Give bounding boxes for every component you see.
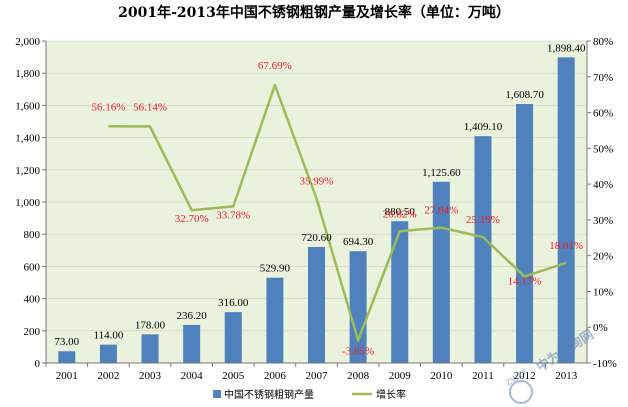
- y-right-tick-label: 70%: [593, 72, 613, 84]
- bar: [183, 324, 201, 363]
- bar-data-label: 1,898.40: [547, 42, 586, 54]
- line-data-label: 14.17%: [508, 276, 542, 288]
- bar-data-label: 1,608.70: [505, 89, 544, 101]
- line-data-label: 67.69%: [258, 60, 292, 72]
- bar: [99, 344, 117, 363]
- x-tick-label: 2002: [97, 370, 119, 382]
- y-left-tick-label: 1,400: [15, 133, 40, 145]
- bar-data-labels: 73.00 114.00 178.00 236.20 316.00 529.90 720.6…: [54, 42, 586, 348]
- bar-data-label: 178.00: [135, 319, 166, 331]
- x-tick-label: 2008: [347, 370, 370, 382]
- bar: [516, 103, 534, 363]
- bar: [58, 351, 76, 363]
- x-tick-label: 2001: [56, 370, 78, 382]
- bar: [557, 57, 575, 363]
- bar: [349, 251, 367, 363]
- y-right-tick-label: 10%: [593, 286, 613, 298]
- x-tick-label: 2006: [264, 370, 287, 382]
- line-data-labels: 56.16% 56.14% 32.70% 33.78% 67.69% 35.99% -3.6…: [91, 60, 583, 357]
- bar-series: [58, 57, 575, 363]
- bar-data-label: 114.00: [94, 330, 124, 342]
- x-tick-label: 2013: [555, 370, 578, 382]
- bar: [474, 136, 492, 363]
- bar-data-label: 1,409.10: [464, 121, 503, 133]
- y-right-tick-label: 80%: [593, 36, 613, 48]
- x-tick-label: 2011: [472, 370, 494, 382]
- y-left-tick-label: 1,600: [15, 100, 40, 112]
- y-right-tick-label: -10%: [593, 358, 617, 370]
- y-left-tick-label: 1,200: [15, 165, 40, 177]
- x-tick-label: 2005: [222, 370, 245, 382]
- growth-line-series: [108, 83, 567, 342]
- y-right-tick-label: 20%: [593, 251, 613, 263]
- y-left-tick-label: 400: [24, 294, 41, 306]
- bar-data-label: 316.00: [218, 297, 249, 309]
- line-data-label: 32.70%: [175, 213, 209, 225]
- bar: [308, 246, 325, 363]
- y-right-tick-label: 50%: [593, 143, 613, 155]
- legend-bar-label: 中国不锈钢粗钢产量: [224, 388, 314, 401]
- bar: [391, 221, 409, 363]
- y-left-tick-label: 600: [24, 261, 41, 273]
- x-tick-label: 2003: [139, 370, 162, 382]
- legend-line-label: 增长率: [376, 388, 406, 401]
- line-data-label: 27.84%: [424, 205, 458, 217]
- line-data-label: 56.16%: [91, 101, 125, 113]
- bar-data-label: 73.00: [54, 336, 79, 348]
- y-right-tick-label: 40%: [593, 179, 613, 191]
- legend-bar-swatch: [213, 390, 221, 398]
- bar-data-label: 236.20: [177, 310, 208, 322]
- line-data-label: 26.82%: [383, 208, 417, 220]
- y-right-tick-label: 60%: [593, 108, 613, 120]
- line-data-label: 25.19%: [466, 214, 500, 226]
- x-tick-label: 2012: [514, 370, 536, 382]
- bar: [141, 334, 159, 363]
- bar-data-label: 1,125.60: [422, 167, 461, 179]
- x-tick-label: 2007: [306, 370, 329, 382]
- watermark-logo-circle: [509, 380, 533, 404]
- bar: [224, 312, 242, 363]
- bar-data-label: 694.30: [343, 236, 374, 248]
- axes: 0 200 400 600 800 1,000 1,200 1,400 1,600 1,800 2,…: [15, 36, 617, 382]
- x-tick-label: 2004: [181, 370, 204, 382]
- bar-data-label: 529.90: [260, 263, 291, 275]
- y-left-tick-label: 800: [24, 229, 41, 241]
- line-data-label: -3.65%: [342, 345, 374, 357]
- y-left-tick-label: 0: [35, 358, 41, 370]
- y-right-tick-label: 0%: [593, 322, 608, 334]
- bar: [266, 277, 284, 363]
- x-tick-label: 2010: [430, 370, 453, 382]
- bar-data-label: 880.50: [385, 206, 416, 218]
- y-left-tick-label: 2,000: [15, 36, 40, 48]
- line-data-label: 35.99%: [300, 175, 334, 187]
- y-left-tick-label: 1,000: [15, 197, 40, 209]
- legend: 中国不锈钢粗钢产量 增长率: [213, 388, 406, 401]
- line-data-label: 56.14%: [133, 101, 167, 113]
- y-right-tick-label: 30%: [593, 215, 613, 227]
- bar-data-label: 720.60: [301, 232, 332, 244]
- growth-line: [108, 83, 567, 342]
- line-data-label: 33.78%: [216, 209, 250, 221]
- y-left-tick-label: 1,800: [15, 68, 40, 80]
- chart-title: 2001年-2013年中国不锈钢粗钢产量及增长率（单位：万吨）: [118, 5, 510, 21]
- y-left-tick-label: 200: [24, 326, 41, 338]
- line-data-label: 18.01%: [549, 240, 583, 252]
- x-tick-label: 2009: [389, 370, 412, 382]
